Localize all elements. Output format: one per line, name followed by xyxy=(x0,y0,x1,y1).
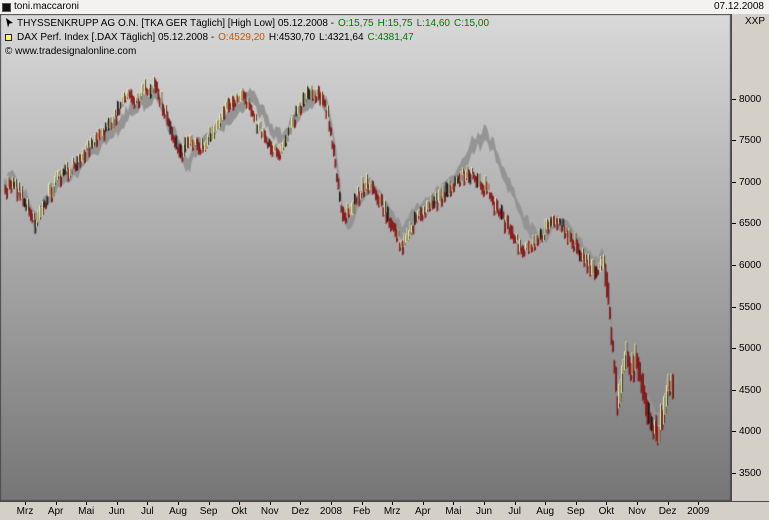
time-tick-label: Aug xyxy=(536,506,555,517)
time-tick-label: Sep xyxy=(199,506,218,517)
price-tick xyxy=(732,264,736,266)
time-tick xyxy=(606,502,608,505)
time-tick-label: Mai xyxy=(78,506,95,517)
time-tick-label: Dez xyxy=(291,506,310,517)
time-tick xyxy=(422,502,424,505)
time-tick-label: Jun xyxy=(108,506,125,517)
time-tick-label: Jul xyxy=(140,506,154,517)
price-tick-label: 4500 xyxy=(739,384,762,396)
time-tick-label: Mai xyxy=(445,506,462,517)
app-icon xyxy=(2,2,11,12)
time-tick xyxy=(55,502,57,505)
time-tick-label: Apr xyxy=(415,506,431,517)
copyright-text: © www.tradesignalonline.com xyxy=(5,45,137,57)
time-tick xyxy=(86,502,88,505)
titlebar-user: toni.maccaroni xyxy=(14,1,80,12)
time-tick xyxy=(239,502,241,505)
price-axis-unit: XXP xyxy=(744,16,765,27)
ohlc-values: O:4529,20 H:4530,70 L:4321,64 C:4381,47 xyxy=(214,32,414,43)
price-tick xyxy=(732,223,736,225)
ohlc-value: C:15,00 xyxy=(454,17,490,29)
time-tick xyxy=(514,502,516,505)
time-tick-label: 2008 xyxy=(319,506,343,517)
time-tick-label: Aug xyxy=(169,506,187,517)
time-tick xyxy=(545,502,547,505)
time-tick xyxy=(637,502,638,505)
instrument-title: DAX Perf. Index [.DAX Täglich] 05.12.200… xyxy=(17,31,215,43)
time-tick-label: Sep xyxy=(566,506,585,517)
price-tick xyxy=(732,98,736,100)
time-tick-label: Mrz xyxy=(16,506,34,517)
time-tick xyxy=(300,502,302,505)
ohlc-values: O:15,75 H:15,75 L:14,60 C:15,00 xyxy=(334,18,489,29)
instrument-title: THYSSENKRUPP AG O.N. [TKA GER Täglich] [… xyxy=(17,17,334,29)
time-tick-label: Feb xyxy=(352,506,371,517)
time-tick xyxy=(361,502,363,505)
cursor-arrow-icon xyxy=(5,18,16,28)
price-tick-label: 6000 xyxy=(739,259,762,271)
time-axis[interactable]: Mrz Apr Mai Jun Jul Aug Sep Okt Nov Dez 2008 Feb Mrz… xyxy=(0,501,769,520)
price-tick-label: 6500 xyxy=(739,218,762,230)
time-tick xyxy=(667,502,669,505)
price-tick xyxy=(732,348,736,350)
time-tick-label: Jul xyxy=(508,506,521,517)
time-tick-label: Okt xyxy=(598,506,615,517)
chart-legend: THYSSENKRUPP AG O.N. [TKA GER Täglich] [… xyxy=(5,16,489,58)
time-tick xyxy=(178,502,179,505)
ohlc-value: O:4529,20 xyxy=(218,31,265,43)
time-tick xyxy=(484,502,485,505)
time-tick xyxy=(25,502,26,505)
time-tick-label: 2009 xyxy=(687,506,710,517)
legend-instrument-dax[interactable]: DAX Perf. Index [.DAX Täglich] 05.12.200… xyxy=(5,30,489,44)
price-tick xyxy=(732,389,736,391)
time-tick xyxy=(331,502,332,505)
legend-instrument-thyssenkrupp[interactable]: THYSSENKRUPP AG O.N. [TKA GER Täglich] [… xyxy=(5,16,489,30)
price-tick xyxy=(732,472,736,474)
titlebar: toni.maccaroni 07.12.2008 xyxy=(0,0,769,14)
price-tick-label: 4000 xyxy=(739,426,762,438)
time-tick xyxy=(208,502,210,505)
price-axis[interactable]: XXP 8000 7500 7000 6500 6000 5500 5000 4500 4000… xyxy=(731,14,769,501)
ohlc-value: H:15,75 xyxy=(377,17,413,29)
ohlc-value: O:15,75 xyxy=(338,17,374,29)
price-tick-label: 7000 xyxy=(739,176,762,188)
time-tick xyxy=(392,502,394,505)
price-tick-label: 8000 xyxy=(739,93,762,105)
price-tick-label: 5500 xyxy=(739,301,762,313)
ohlc-value: L:14,60 xyxy=(416,17,450,29)
titlebar-date: 07.12.2008 xyxy=(713,1,764,12)
time-tick-label: Jun xyxy=(475,506,493,517)
time-tick xyxy=(269,502,271,505)
dax-series-icon xyxy=(5,33,16,41)
price-tick xyxy=(732,140,736,142)
price-tick-label: 5000 xyxy=(739,343,762,355)
time-tick-label: Dez xyxy=(658,506,677,517)
legend-copyright: © www.tradesignalonline.com xyxy=(5,44,489,58)
time-tick xyxy=(698,502,700,505)
time-tick-label: Okt xyxy=(231,506,247,517)
price-tick-label: 7500 xyxy=(739,135,762,147)
time-tick-label: Nov xyxy=(628,506,646,517)
time-tick xyxy=(116,502,118,505)
ohlc-value: L:4321,64 xyxy=(319,31,364,43)
ohlc-value: C:4381,47 xyxy=(367,31,414,43)
ohlc-value: H:4530,70 xyxy=(268,31,316,43)
price-tick xyxy=(732,181,736,183)
price-tick-label: 3500 xyxy=(739,467,762,479)
price-tick xyxy=(732,431,736,433)
price-tick xyxy=(732,306,736,308)
price-chart-canvas[interactable] xyxy=(0,14,731,501)
time-tick xyxy=(147,502,149,505)
time-tick-label: Mrz xyxy=(383,506,401,517)
time-tick xyxy=(453,502,455,505)
time-tick-label: Nov xyxy=(260,506,279,517)
time-tick xyxy=(575,502,577,505)
time-tick-label: Apr xyxy=(47,506,64,517)
